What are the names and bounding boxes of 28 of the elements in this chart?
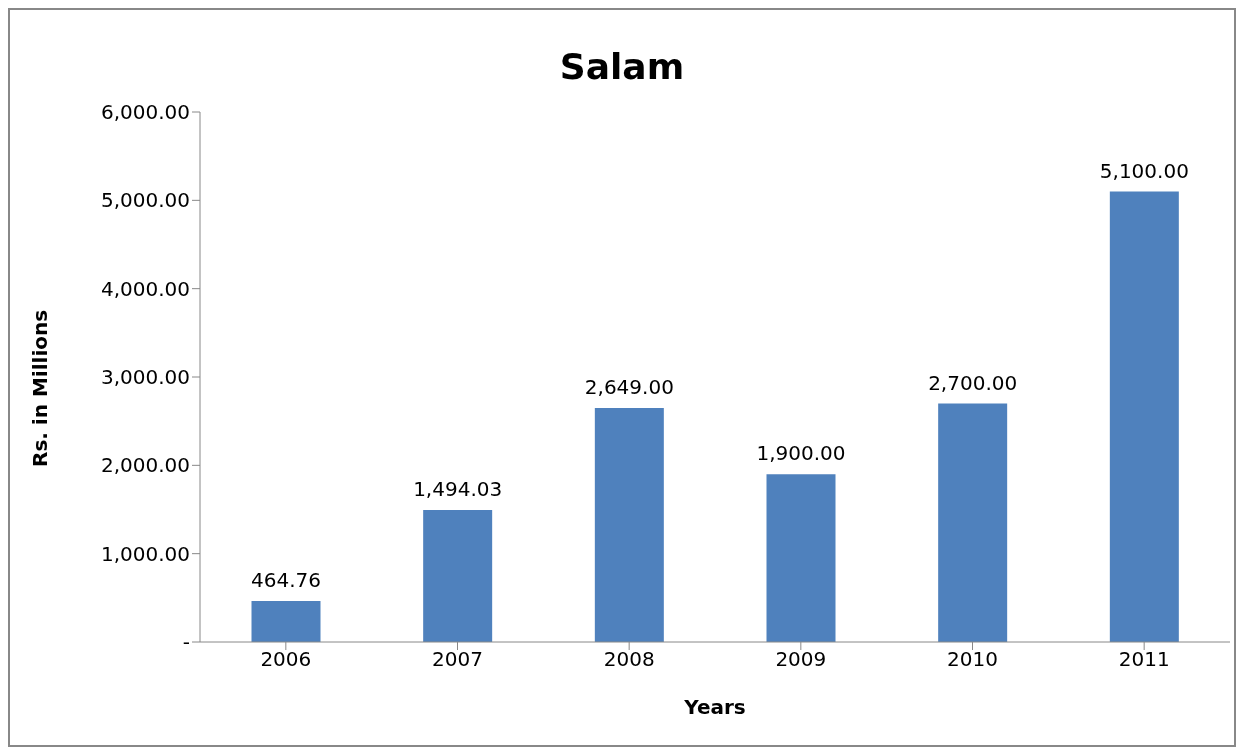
- bar: [594, 408, 664, 642]
- data-label: 1,494.03: [413, 477, 503, 502]
- bar: [423, 510, 493, 642]
- y-tick-label: 6,000.00: [100, 100, 190, 125]
- y-tick-label: -: [182, 630, 190, 655]
- data-label: 2,700.00: [928, 370, 1018, 395]
- x-tick-label: 2006: [260, 647, 312, 672]
- x-tick-label: 2007: [432, 647, 483, 672]
- chart-title: Salam: [558, 46, 686, 89]
- data-label: 464.76: [251, 567, 321, 592]
- x-tick-label: 2008: [603, 647, 655, 672]
- y-tick-label: 2,000.00: [100, 453, 190, 478]
- bar: [1109, 191, 1179, 642]
- x-tick-label: 2010: [947, 647, 998, 672]
- x-axis-title: Years: [683, 695, 746, 719]
- y-axis-title: Rs. in Millions: [28, 309, 53, 467]
- y-tick-label: 1,000.00: [100, 541, 190, 566]
- bar: [251, 600, 321, 642]
- y-tick-label: 4,000.00: [100, 276, 190, 301]
- data-label: 2,649.00: [584, 375, 674, 400]
- y-tick-label: 5,000.00: [100, 188, 190, 213]
- x-tick-label: 2011: [1118, 647, 1170, 672]
- x-tick-label: 2009: [775, 647, 827, 672]
- data-label: 5,100.00: [1099, 158, 1189, 183]
- y-tick-label: 3,000.00: [100, 365, 190, 390]
- bar: [938, 403, 1008, 642]
- bar: [766, 474, 836, 642]
- data-label: 1,900.00: [756, 441, 846, 466]
